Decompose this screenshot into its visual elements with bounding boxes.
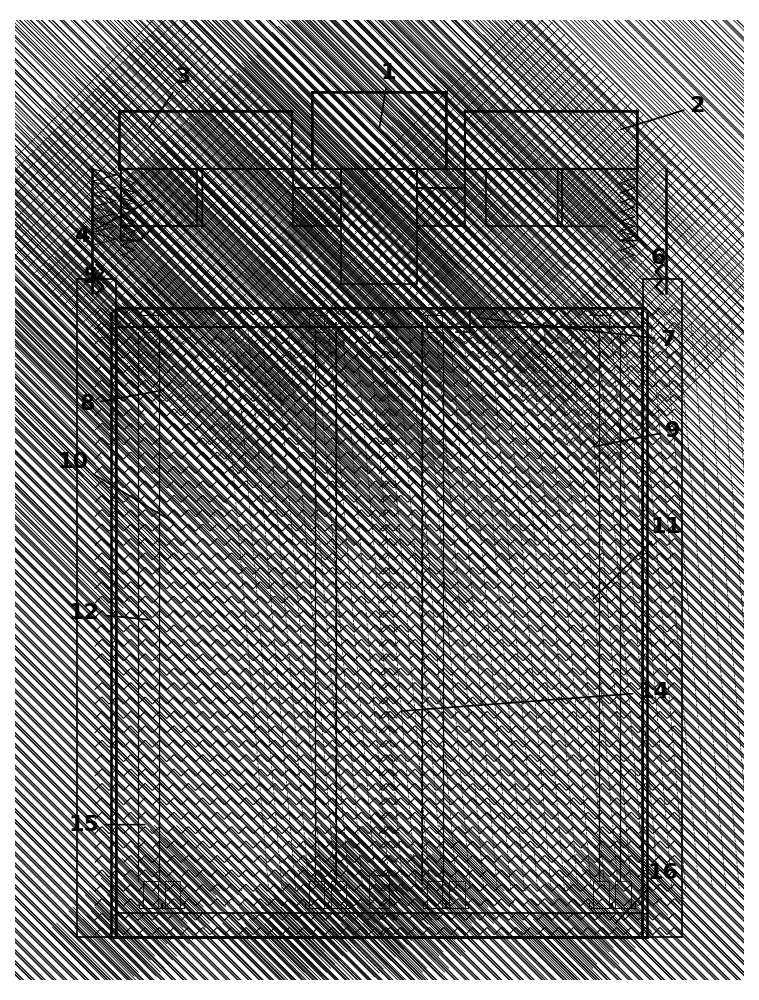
Bar — [309, 315, 324, 332]
Bar — [594, 881, 609, 908]
Bar — [465, 111, 638, 169]
Bar — [121, 169, 197, 226]
Text: 8: 8 — [79, 390, 164, 414]
Bar — [143, 315, 158, 332]
Bar — [417, 169, 465, 188]
Bar — [643, 279, 682, 937]
Bar — [341, 169, 417, 284]
Bar — [486, 169, 562, 226]
Text: 16: 16 — [616, 863, 679, 923]
Bar — [292, 169, 341, 188]
Text: 14: 14 — [401, 682, 669, 711]
Text: 6: 6 — [608, 209, 666, 268]
Bar — [77, 279, 116, 937]
Bar — [427, 315, 442, 332]
Bar — [118, 111, 291, 169]
Text: 11: 11 — [594, 517, 682, 599]
Bar — [143, 881, 158, 908]
Text: 5: 5 — [82, 267, 104, 287]
Text: 10: 10 — [57, 452, 174, 523]
Bar — [309, 881, 324, 908]
Text: 2: 2 — [621, 96, 704, 129]
Text: 4: 4 — [74, 199, 155, 246]
Bar — [594, 315, 609, 332]
Bar — [449, 881, 465, 908]
Text: 9: 9 — [594, 421, 681, 447]
Text: 12: 12 — [69, 603, 150, 623]
Text: 15: 15 — [69, 815, 145, 835]
Bar — [165, 881, 180, 908]
Bar — [427, 881, 442, 908]
Bar — [116, 913, 642, 937]
Text: 7: 7 — [478, 318, 676, 350]
Text: 3: 3 — [149, 67, 191, 128]
Bar — [616, 881, 631, 908]
Text: 1: 1 — [380, 63, 396, 127]
Bar — [370, 875, 389, 908]
Bar — [331, 881, 346, 908]
Bar — [116, 308, 642, 327]
Bar — [312, 92, 446, 169]
